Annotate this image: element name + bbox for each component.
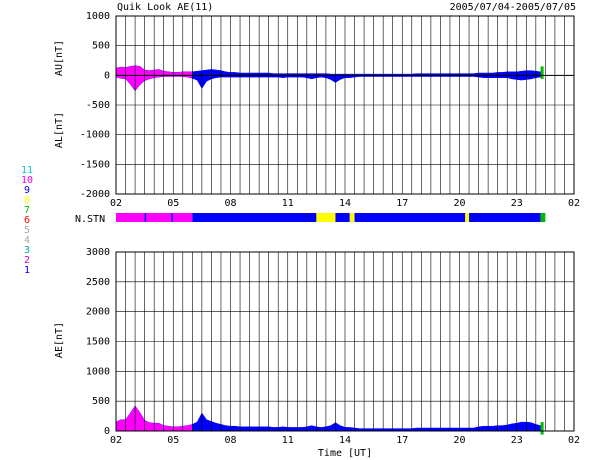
y-tick-label: -1000: [80, 130, 110, 141]
x-tick-label: 08: [224, 198, 236, 209]
x-tick-label: 20: [453, 198, 465, 209]
station-bar-label: N.STN: [75, 214, 105, 225]
x-tick-label: 20: [453, 435, 465, 446]
y-tick-label: 2000: [86, 307, 110, 318]
station-legend-number: 1: [24, 265, 30, 276]
x-tick-label: 17: [396, 435, 408, 446]
station-segment: [335, 213, 350, 222]
y-tick-label: 500: [92, 41, 110, 52]
station-legend-number: 5: [24, 225, 30, 236]
ae-axis-label: AE[nT]: [54, 322, 65, 358]
x-tick-label: 14: [339, 435, 351, 446]
date-range: 2005/07/04-2005/07/05: [450, 2, 576, 13]
y-tick-label: -1500: [80, 159, 110, 170]
al-axis-label: AL[nT]: [54, 112, 65, 148]
y-tick-label: 0: [104, 426, 110, 437]
plot-frame: [115, 15, 575, 195]
plot-frame: [115, 251, 575, 432]
time-axis-label: Time [UT]: [318, 448, 372, 459]
station-legend-number: 10: [21, 175, 33, 186]
x-tick-label: 11: [282, 198, 294, 209]
station-legend-number: 11: [21, 165, 33, 176]
y-tick-label: -500: [86, 100, 110, 111]
series-ae-area: [115, 405, 541, 432]
y-tick-label: 1000: [86, 11, 110, 22]
station-segment: [349, 213, 355, 222]
station-legend-number: 9: [24, 185, 30, 196]
au-al-panel: 1000 500 0 -500 -1000 -1500 -2000 02 05 08 11 14 17…: [54, 11, 580, 209]
station-segment: [465, 213, 470, 222]
x-tick-label: 11: [282, 435, 294, 446]
station-count-bar: N.STN: [75, 213, 546, 225]
station-legend-number: 2: [24, 255, 30, 266]
y-tick-label: 0: [104, 70, 110, 81]
x-tick-label: 02: [568, 198, 580, 209]
station-legend-number: 3: [24, 245, 30, 256]
station-legend-number: 7: [24, 205, 30, 216]
y-tick-label: -2000: [80, 189, 110, 200]
x-tick-label: 02: [568, 435, 580, 446]
station-legend-number: 6: [24, 215, 30, 226]
station-segment: [540, 213, 546, 222]
x-tick-label: 23: [511, 435, 523, 446]
au-axis-label: AU[nT]: [54, 40, 65, 76]
station-segment: [116, 213, 193, 222]
y-tick-label: 1000: [86, 366, 110, 377]
end-marker: [540, 66, 544, 79]
series-al-area: [115, 75, 541, 92]
x-tick-label: 05: [167, 198, 179, 209]
ae-panel: 3000 2500 2000 1500 1000 500 0 02 05 08 11 14 17 20 2…: [54, 247, 580, 459]
x-tick-label: 02: [110, 435, 122, 446]
chart-title: Quik Look AE(11): [117, 2, 213, 13]
station-legend-number: 4: [24, 235, 30, 246]
station-segment: [354, 213, 466, 222]
x-tick-label: 02: [110, 198, 122, 209]
y-tick-label: 1500: [86, 337, 110, 348]
end-marker: [540, 422, 544, 435]
station-segment: [469, 213, 541, 222]
y-tick-label: 500: [92, 396, 110, 407]
x-tick-label: 17: [396, 198, 408, 209]
station-segment-tick: [171, 213, 173, 222]
x-tick-label: 08: [224, 435, 236, 446]
station-segment: [316, 213, 336, 222]
x-tick-label: 05: [167, 435, 179, 446]
x-tick-label: 23: [511, 198, 523, 209]
y-tick-label: 3000: [86, 247, 110, 258]
station-legend-number: 8: [24, 195, 30, 206]
x-tick-label: 14: [339, 198, 351, 209]
station-segment: [192, 213, 317, 222]
station-segment-tick: [144, 213, 147, 222]
y-tick-label: 2500: [86, 277, 110, 288]
